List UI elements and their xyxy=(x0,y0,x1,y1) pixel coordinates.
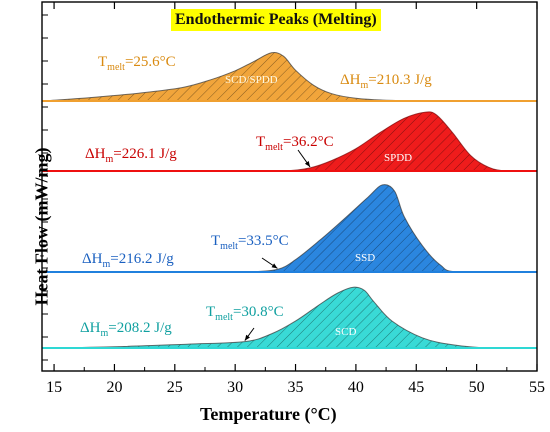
series-hatch-scd-spdd xyxy=(42,52,537,102)
tmelt-annotation-ssd: Tmelt=33.5°C xyxy=(211,233,289,252)
chart-title: Endothermic Peaks (Melting) xyxy=(171,9,381,31)
x-tick-label-30: 30 xyxy=(227,379,243,396)
x-tick-label-20: 20 xyxy=(106,379,122,396)
dh-annotation-spdd: ΔHm=226.1 J/g xyxy=(85,146,177,165)
x-axis-label: Temperature (°C) xyxy=(200,404,337,424)
x-tick-label-50: 50 xyxy=(469,379,485,396)
peak-label-spdd: SPDD xyxy=(384,152,413,164)
x-tick-label-55: 55 xyxy=(529,379,545,396)
annotation-arrowhead-1 xyxy=(271,263,278,269)
dh-annotation-ssd: ΔHm=216.2 J/g xyxy=(82,251,174,270)
x-tick-label-35: 35 xyxy=(288,379,304,396)
x-tick-label-15: 15 xyxy=(46,379,62,396)
series-hatch-ssd xyxy=(42,184,537,273)
series-layer xyxy=(41,52,538,349)
tmelt-annotation-spdd: Tmelt=36.2°C xyxy=(256,134,334,153)
tmelt-annotation-scd: Tmelt=30.8°C xyxy=(206,304,284,323)
dh-annotation-scd-spdd: ΔHm=210.3 J/g xyxy=(340,72,432,91)
series-hatch-scd xyxy=(42,287,537,349)
chart-title-text: Endothermic Peaks (Melting) xyxy=(175,11,377,28)
peak-label-ssd: SSD xyxy=(355,252,376,264)
series-line-scd xyxy=(41,286,538,349)
peak-label-scd: SCD xyxy=(335,326,357,338)
plot-frame xyxy=(41,1,538,372)
series-line-scd-spdd xyxy=(41,52,538,102)
x-tick-label-45: 45 xyxy=(408,379,424,396)
series-hatch-spdd xyxy=(42,111,537,172)
annotation-arrowhead-0 xyxy=(304,161,311,167)
dh-annotation-scd: ΔHm=208.2 J/g xyxy=(80,320,172,339)
tmelt-annotation-scd-spdd: Tmelt=25.6°C xyxy=(98,54,176,73)
x-tick-label-40: 40 xyxy=(348,379,364,396)
axes-layer: 15 20 25 30 35 40 45 50 55 xyxy=(41,1,545,396)
y-axis-label: Heat Flow (mW/mg) xyxy=(31,147,52,306)
x-tick-label-25: 25 xyxy=(167,379,183,396)
peak-label-scd-spdd: SCD/SPDD xyxy=(225,74,278,86)
annotation-arrowhead-2 xyxy=(244,334,250,341)
